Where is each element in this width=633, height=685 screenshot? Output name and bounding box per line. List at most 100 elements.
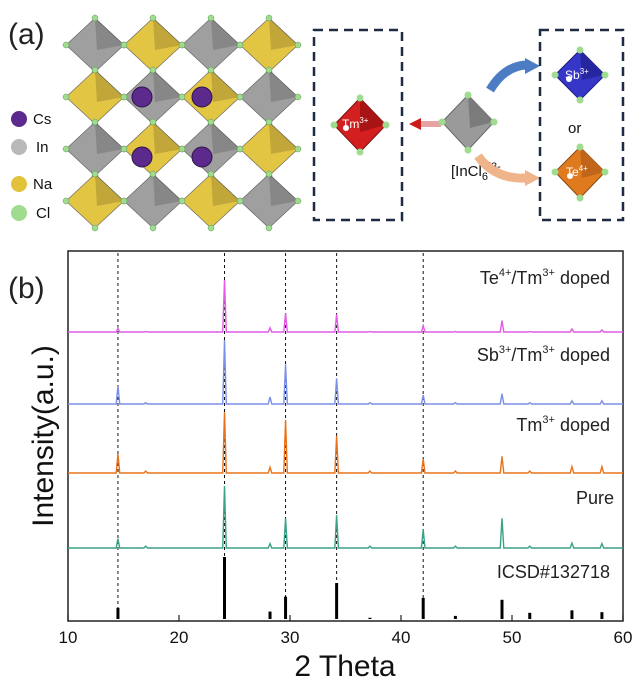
lattice-octahedron	[120, 170, 186, 232]
cl-atom	[207, 66, 215, 74]
na-atom-icon	[11, 176, 27, 192]
legend-label-cs: Cs	[33, 111, 51, 128]
cl-atom	[236, 197, 244, 205]
cl-atom	[91, 118, 99, 126]
series-label-te-tm: Te4+/Tm3+ doped	[480, 267, 610, 288]
series-tm	[68, 412, 623, 474]
reference-lines	[117, 253, 424, 619]
lattice-octahedron	[236, 170, 302, 232]
cl-atom	[62, 145, 70, 153]
x-tick-label: 20	[170, 628, 189, 647]
or-label: or	[568, 120, 581, 137]
cl-atom	[149, 170, 157, 178]
series-icsd-132718	[116, 557, 604, 619]
cl-atom	[62, 197, 70, 205]
crystal-structure-image	[62, 14, 302, 232]
cl-atom	[91, 66, 99, 74]
cl-atom	[207, 14, 215, 22]
panel-a-label: (a)	[8, 18, 45, 51]
cl-atom	[207, 118, 215, 126]
cl-atom	[178, 145, 186, 153]
legend-item-na: Na	[11, 176, 53, 193]
cl-atom	[207, 224, 215, 232]
lattice-octahedron	[236, 118, 302, 180]
tm-dashed-box	[312, 28, 404, 222]
panel-b-label: (b)	[8, 272, 45, 305]
x-tick-label: 40	[392, 628, 411, 647]
te-octahedron-icon	[551, 143, 609, 202]
tm-octahedron-icon	[330, 94, 390, 156]
in-atom-icon	[11, 139, 27, 155]
lattice-octahedron	[178, 14, 244, 76]
cl-atom	[236, 93, 244, 101]
cl-atom	[91, 14, 99, 22]
diffraction-line	[68, 412, 623, 474]
cl-atom	[149, 118, 157, 126]
diffraction-line	[68, 485, 623, 549]
series-label-icsd: ICSD#132718	[497, 562, 610, 582]
lattice-octahedron	[120, 66, 186, 128]
legend-item-cs: Cs	[11, 111, 51, 128]
cl-atom	[265, 170, 273, 178]
lattice-octahedron	[236, 14, 302, 76]
cl-atom	[149, 14, 157, 22]
te-ion-label: Te4+	[566, 164, 588, 179]
cl-atom	[120, 197, 128, 205]
cl-atom	[120, 93, 128, 101]
cl-atom	[265, 14, 273, 22]
cl-atom	[265, 224, 273, 232]
diffraction-line	[68, 279, 623, 333]
cs-atom	[191, 146, 213, 168]
cl-atom	[294, 145, 302, 153]
up-arrow-icon	[486, 60, 529, 93]
cl-atom	[62, 93, 70, 101]
lattice-octahedron	[178, 170, 244, 232]
cl-atom	[294, 93, 302, 101]
sb-ion-label: Sb3+	[565, 67, 589, 82]
cs-atom	[191, 86, 213, 108]
plot-frame	[67, 250, 624, 622]
x-axis: 10 20 30 40 50 60	[59, 615, 633, 647]
co-dopant-dashed-box	[538, 28, 625, 222]
cl-atom	[265, 118, 273, 126]
legend-label-in: In	[36, 139, 49, 156]
cs-atom	[131, 86, 153, 108]
legend-label-na: Na	[33, 176, 53, 193]
series-label-sb-tm: Sb3+/Tm3+ doped	[477, 344, 610, 365]
element-legend: Cs In Na Cl	[11, 111, 53, 222]
panel-a: (a) Cs In Na Cl	[8, 14, 625, 232]
cl-atom	[265, 66, 273, 74]
cl-atom	[294, 41, 302, 49]
down-arrow-icon	[474, 153, 529, 183]
series-label-pure: Pure	[576, 488, 614, 508]
cs-atom	[131, 146, 153, 168]
cl-atom	[62, 41, 70, 49]
cs-atom-icon	[11, 111, 27, 127]
tm-ion-label: Tm3+	[342, 116, 369, 131]
legend-item-in: In	[11, 139, 49, 156]
cl-atom-icon	[11, 205, 27, 221]
down-arrow-head	[525, 170, 540, 186]
x-tick-label: 10	[59, 628, 78, 647]
cl-atom	[178, 93, 186, 101]
series-pure	[68, 485, 623, 549]
x-tick-label: 30	[281, 628, 300, 647]
x-tick-label: 60	[614, 628, 633, 647]
lattice-octahedron	[62, 170, 128, 232]
cl-atom	[120, 41, 128, 49]
series-te	[68, 279, 623, 333]
series-layer	[68, 279, 623, 619]
up-arrow-head	[525, 58, 540, 74]
left-arrow-tail	[421, 121, 441, 127]
diffraction-line	[68, 339, 623, 405]
x-axis-title: 2 Theta	[294, 650, 396, 683]
cl-atom	[149, 66, 157, 74]
y-axis-title: Intensity(a.u.)	[27, 345, 60, 527]
legend-label-cl: Cl	[36, 205, 50, 222]
cl-atom	[91, 170, 99, 178]
cl-atom	[207, 170, 215, 178]
series-label-tm: Tm3+ doped	[516, 414, 610, 435]
host-octahedron-icon	[438, 91, 498, 154]
panel-b: (b) 10 20 30 40 50 60 Te4+/Tm3+ doped Sb3+/Tm…	[8, 250, 633, 683]
